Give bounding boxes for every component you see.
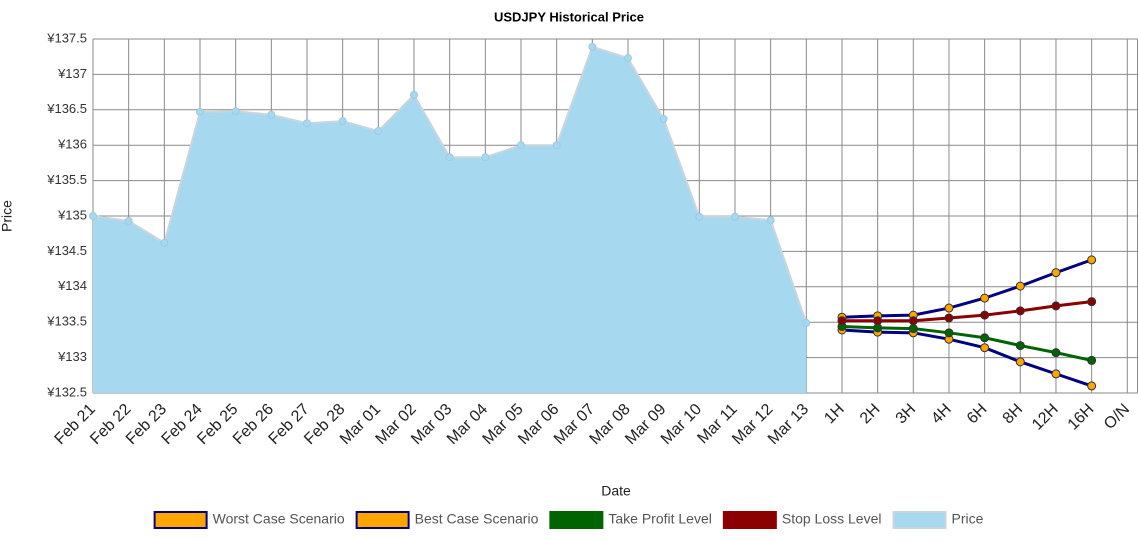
price-area xyxy=(93,46,807,394)
point xyxy=(802,318,811,327)
point xyxy=(873,316,883,326)
point xyxy=(1015,306,1025,316)
point xyxy=(730,212,739,221)
point xyxy=(1051,301,1061,311)
point xyxy=(837,316,847,326)
x-tick-label: 16H xyxy=(1065,401,1098,434)
legend-label: Stop Loss Level xyxy=(782,511,882,527)
legend-swatch xyxy=(355,511,410,529)
series-line xyxy=(841,300,1092,323)
point xyxy=(766,216,775,225)
point xyxy=(516,141,525,150)
point xyxy=(980,293,990,303)
series-line xyxy=(841,328,1093,388)
series-line xyxy=(841,324,1092,362)
y-tick-label: ¥134.5 xyxy=(46,243,87,258)
x-tick-label: 4H xyxy=(928,401,954,427)
point xyxy=(481,153,490,162)
point xyxy=(659,115,668,124)
point xyxy=(195,107,204,116)
x-tick-label: 12H xyxy=(1029,401,1062,434)
point xyxy=(908,316,918,326)
point xyxy=(160,238,169,247)
y-tick-label: ¥136 xyxy=(57,137,87,152)
x-axis-label: Date xyxy=(601,483,631,499)
point xyxy=(338,117,347,126)
point xyxy=(588,42,597,51)
x-tick-label: Mar 10 xyxy=(658,401,705,448)
point xyxy=(944,313,954,323)
point xyxy=(980,343,990,353)
x-tick-label: 2H xyxy=(857,401,883,427)
y-tick-label: ¥133.5 xyxy=(46,314,87,329)
point xyxy=(409,90,418,99)
point xyxy=(908,324,918,334)
x-tick-label: O/N xyxy=(1101,401,1133,433)
x-tick-label: 8H xyxy=(1000,401,1026,427)
y-tick-label: ¥137 xyxy=(57,66,87,81)
legend: Worst Case Scenario Best Case Scenario Tak… xyxy=(153,511,984,529)
x-tick-label: 1H xyxy=(821,401,847,427)
legend-label: Best Case Scenario xyxy=(415,511,539,527)
legend-label: Take Profit Level xyxy=(608,511,712,527)
point xyxy=(267,110,276,119)
point xyxy=(552,141,561,150)
point xyxy=(124,216,133,225)
y-axis-label: Price xyxy=(0,200,15,232)
point xyxy=(944,303,954,313)
point xyxy=(1015,341,1025,351)
legend-swatch xyxy=(153,511,208,529)
point xyxy=(1087,297,1097,307)
series-line xyxy=(841,258,1093,319)
point xyxy=(1087,255,1097,265)
x-tick-label: 6H xyxy=(964,401,990,427)
legend-swatch xyxy=(892,511,947,529)
legend-label: Price xyxy=(951,511,983,527)
y-tick-label: ¥135 xyxy=(57,207,87,222)
plot xyxy=(89,42,1097,394)
chart-title: USDJPY Historical Price xyxy=(494,9,644,24)
point xyxy=(445,153,454,162)
point xyxy=(374,127,383,136)
legend-label: Worst Case Scenario xyxy=(213,511,345,527)
point xyxy=(944,328,954,338)
point xyxy=(231,107,240,116)
point xyxy=(1087,355,1097,365)
y-tick-label: ¥133 xyxy=(57,349,87,364)
point xyxy=(1051,348,1061,358)
point xyxy=(1087,381,1097,391)
point xyxy=(1051,268,1061,278)
point xyxy=(302,119,311,128)
point xyxy=(980,333,990,343)
legend-swatch xyxy=(549,511,604,529)
point xyxy=(623,54,632,63)
point xyxy=(1015,357,1025,367)
y-tick-label: ¥136.5 xyxy=(46,101,87,116)
point xyxy=(695,212,704,221)
point xyxy=(89,212,97,220)
point xyxy=(1051,369,1061,379)
point xyxy=(1015,281,1025,291)
y-tick-label: ¥135.5 xyxy=(46,172,87,187)
x-tick-label: 3H xyxy=(893,401,919,427)
point xyxy=(980,310,990,320)
x-tick-label: Mar 13 xyxy=(765,401,812,448)
y-tick-label: ¥137.5 xyxy=(46,30,87,45)
y-tick-label: ¥134 xyxy=(57,278,87,293)
legend-swatch xyxy=(722,511,777,529)
y-tick-label: ¥132.5 xyxy=(46,384,87,399)
